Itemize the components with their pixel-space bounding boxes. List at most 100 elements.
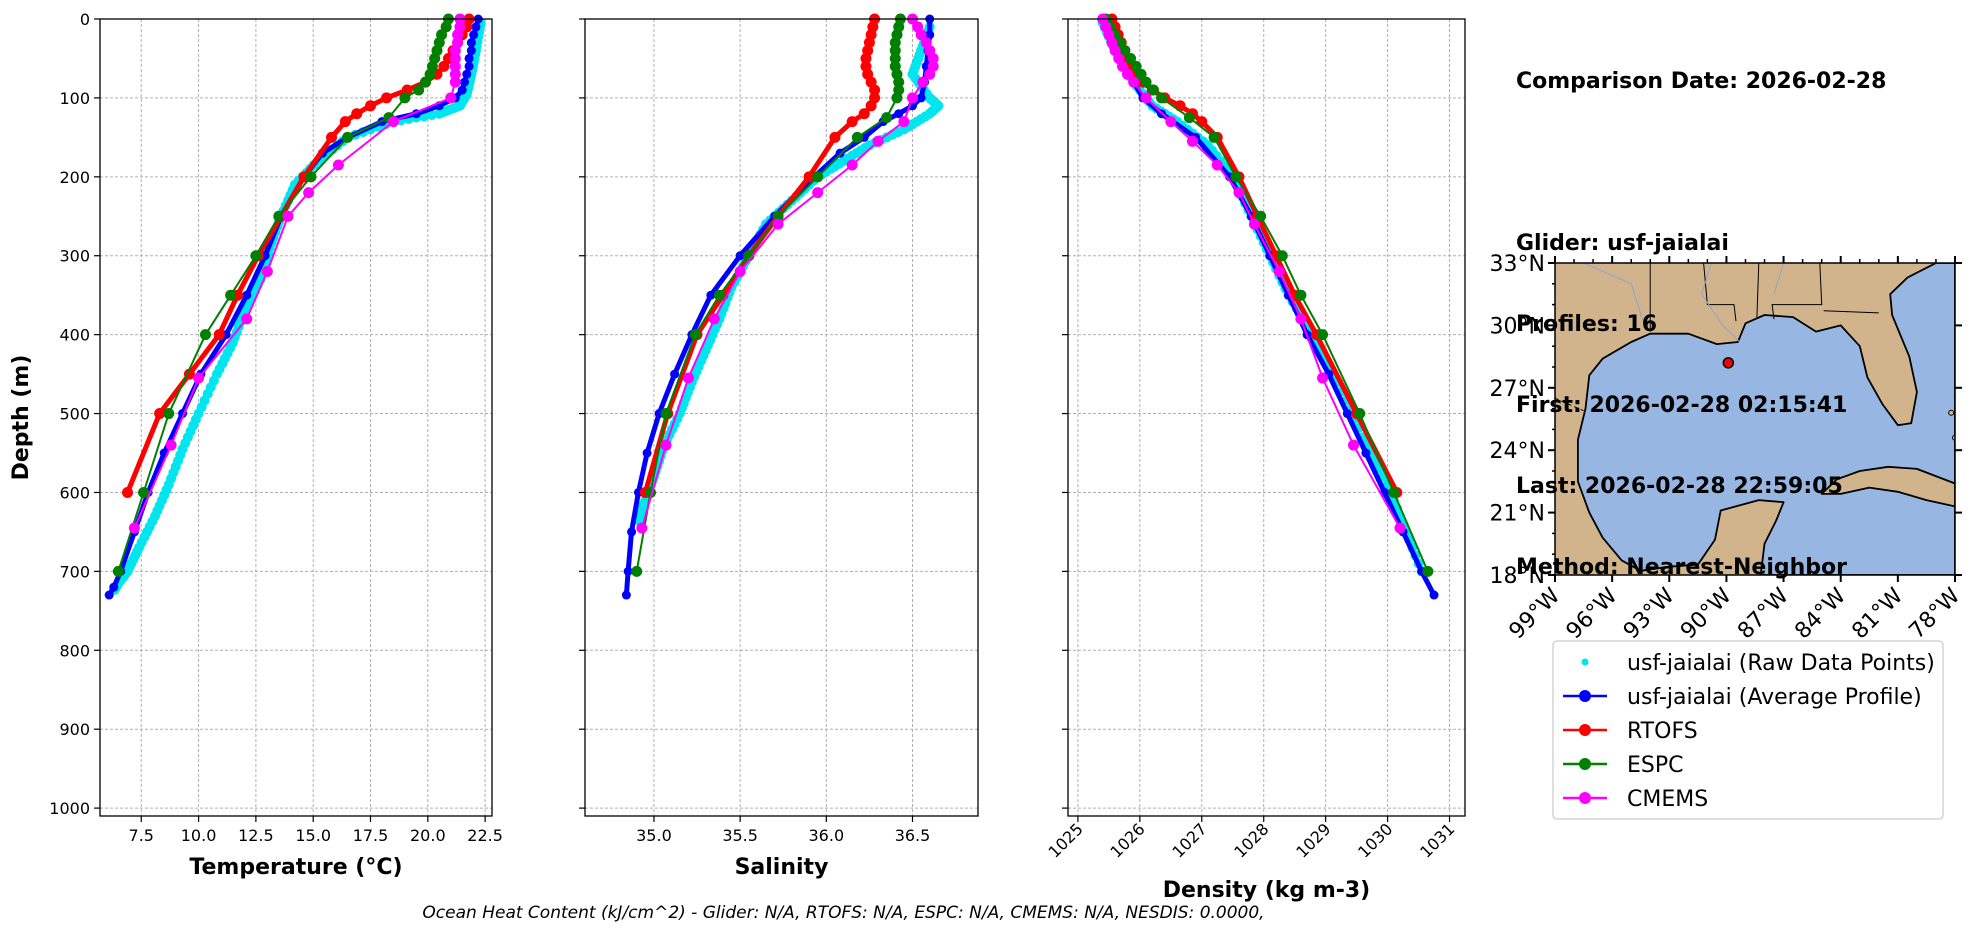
series-point-espc: [1140, 76, 1152, 88]
series-point-rtofs: [1174, 100, 1186, 112]
state-border: [1771, 263, 1823, 320]
series-point-cmems: [708, 313, 720, 325]
map-y-tick-label: 33°N: [1490, 252, 1545, 277]
x-axis-label: Temperature (°C): [189, 855, 402, 880]
series-point-rtofs: [365, 100, 377, 112]
series-point-espc: [713, 289, 725, 301]
series-point-espc: [1130, 60, 1142, 72]
series-point-rtofs: [438, 60, 450, 72]
x-tick-label: 7.5: [129, 826, 154, 845]
panel-2: 35.0 35.5 36.0 36.5 Salinity: [579, 13, 979, 880]
series-point-espc: [399, 92, 411, 104]
x-tick-label: 35.0: [636, 826, 672, 845]
x-tick-label: 1025: [1045, 819, 1087, 861]
series-point-cmems: [772, 218, 784, 230]
series-point-glider: [1429, 590, 1439, 600]
series-point-espc: [893, 76, 905, 88]
series-point-cmems: [1165, 116, 1177, 128]
series-point-espc: [889, 37, 901, 49]
series-point-espc: [1208, 131, 1220, 143]
series-point-espc: [199, 329, 211, 341]
series-point-cmems: [1128, 76, 1140, 88]
series-point-cmems: [449, 68, 461, 80]
info-panel: Comparison Date: 2026-02-28 Glider: usf-…: [1516, 14, 1886, 608]
series-point-espc: [112, 565, 124, 577]
legend-label: usf-jaialai (Average Profile): [1627, 685, 1922, 710]
series-line-cmems: [640, 18, 935, 529]
series-point-glider: [623, 566, 633, 576]
series-point-glider: [466, 38, 476, 48]
y-tick-label: 800: [59, 641, 90, 660]
y-tick-label: 0: [80, 10, 90, 29]
series-point-cmems: [636, 522, 648, 534]
series-point-espc: [1230, 171, 1242, 183]
series-point-rtofs: [326, 131, 338, 143]
series-point-espc: [889, 52, 901, 64]
series-point-cmems: [449, 45, 461, 57]
x-tick-label: 22.5: [467, 826, 503, 845]
series-point-glider: [621, 590, 631, 600]
map-x-tick-label: 78°W: [1905, 583, 1966, 644]
series-point-cmems: [924, 68, 936, 80]
series-point-cmems: [449, 76, 461, 88]
x-tick-label: 17.5: [353, 826, 389, 845]
river: [1701, 263, 1741, 343]
series-point-cmems: [1117, 60, 1129, 72]
series-point-cmems: [193, 372, 205, 384]
series-point-glider: [1342, 409, 1352, 419]
series-point-espc: [305, 171, 317, 183]
series-point-cmems: [128, 522, 140, 534]
series-point-espc: [1354, 408, 1366, 420]
series-point-cmems: [1317, 372, 1329, 384]
glider-location-marker: [1722, 357, 1735, 369]
series-point-cmems: [1140, 92, 1152, 104]
series-point-espc: [413, 84, 425, 96]
series-point-cmems: [660, 439, 672, 451]
series-point-cmems: [445, 92, 457, 104]
series-point-rtofs: [846, 116, 858, 128]
last-time: Last: 2026-02-28 22:59:05: [1516, 474, 1843, 499]
plot-frame: [584, 18, 979, 817]
footer-text: Ocean Heat Content (kJ/cm^2) - Glider: N…: [422, 903, 1265, 923]
legend-label: RTOFS: [1627, 719, 1698, 744]
series-point-espc: [250, 250, 262, 262]
series-point-cmems: [1394, 522, 1406, 534]
series-point-espc: [631, 565, 643, 577]
y-tick-label: 1000: [49, 799, 90, 818]
series-point-rtofs: [869, 84, 881, 96]
y-tick-label: 600: [59, 483, 90, 502]
river: [1773, 263, 1785, 295]
series-point-rtofs: [351, 108, 363, 120]
series-point-espc: [1125, 52, 1137, 64]
legend-marker: [1579, 690, 1591, 702]
series-point-glider: [464, 61, 474, 71]
series-point-espc: [1119, 45, 1131, 57]
y-tick-label: 500: [59, 405, 90, 424]
series-point-glider: [706, 290, 716, 300]
series-point-rtofs: [339, 116, 351, 128]
legend-label: CMEMS: [1627, 787, 1708, 812]
x-tick-label: 1030: [1354, 819, 1396, 861]
series-point-espc: [420, 76, 432, 88]
series-point-glider: [627, 527, 637, 537]
series-point-cmems: [387, 116, 399, 128]
state-border: [1703, 263, 1737, 322]
series-point-cmems: [1121, 68, 1133, 80]
series-point-glider: [464, 53, 474, 63]
y-tick-label: 700: [59, 562, 90, 581]
series-point-cmems: [915, 29, 927, 41]
series-point-cmems: [165, 439, 177, 451]
series-point-cmems: [682, 372, 694, 384]
series-point-espc: [163, 408, 175, 420]
y-axis-label: Depth (m): [9, 355, 34, 481]
legend-box: [1552, 640, 1944, 820]
comparison-date: Comparison Date: 2026-02-28: [1516, 69, 1887, 94]
x-tick-label: 35.5: [722, 826, 758, 845]
series-line-espc: [635, 18, 902, 572]
series-line-glider: [623, 19, 933, 596]
series-point-cmems: [1186, 135, 1198, 147]
x-tick-label: 15.0: [295, 826, 331, 845]
series-point-glider: [735, 251, 745, 261]
state-border: [1823, 310, 1879, 314]
series-point-rtofs: [829, 131, 841, 143]
